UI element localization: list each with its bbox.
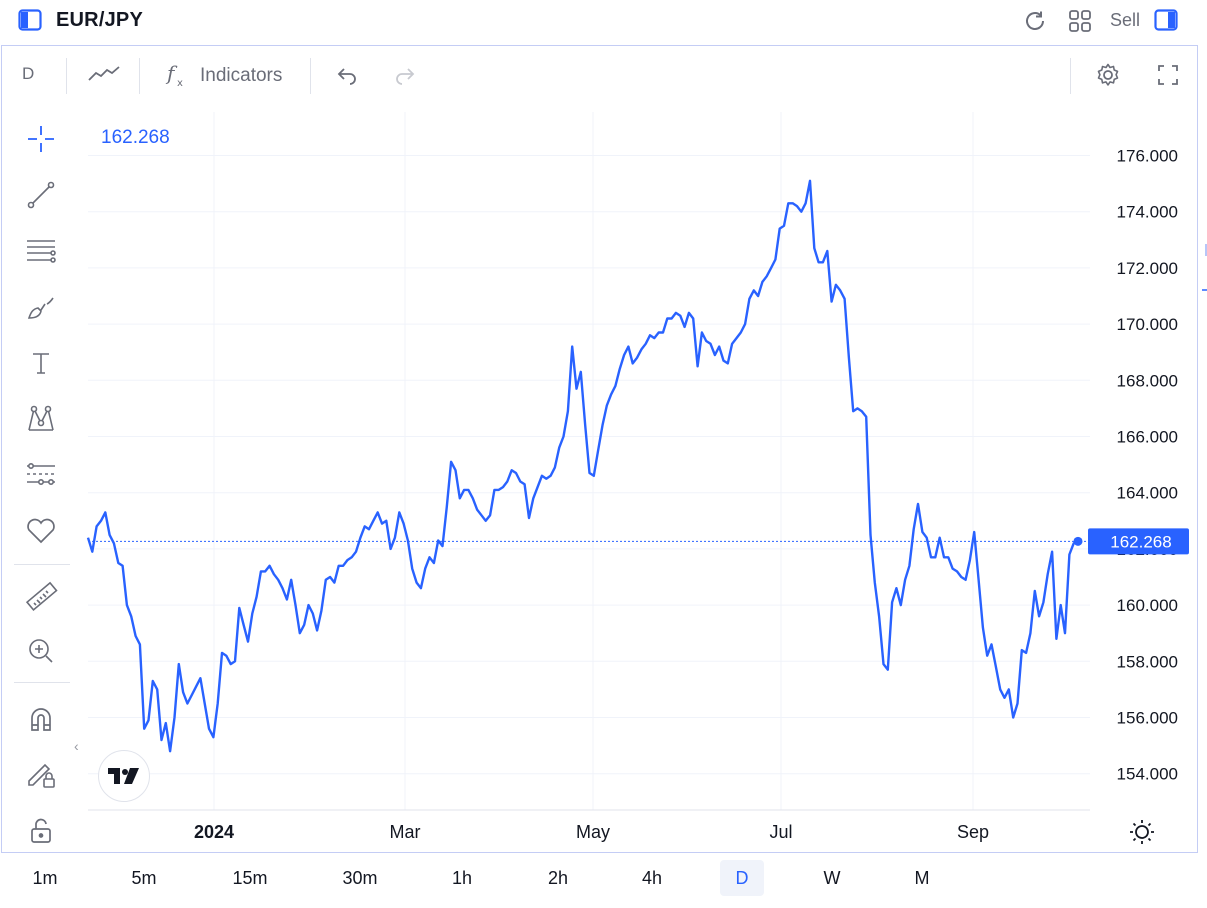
interval-d-button[interactable]: D (720, 860, 764, 896)
ruler-icon[interactable] (24, 580, 58, 614)
redo-icon[interactable] (392, 64, 418, 88)
y-tick-label: 168.000 (1117, 371, 1178, 390)
pattern-icon[interactable] (24, 402, 58, 436)
undo-icon[interactable] (334, 64, 360, 88)
refresh-icon[interactable] (1022, 8, 1048, 34)
layout-grid-icon[interactable] (1067, 8, 1093, 34)
forecast-icon[interactable] (24, 458, 58, 492)
y-tick-label: 172.000 (1117, 259, 1178, 278)
last-price-dot (1073, 536, 1083, 546)
interval-4h-button[interactable]: 4h (641, 867, 663, 888)
x-tick-label: 2024 (194, 822, 234, 842)
toolbar-divider (139, 58, 140, 94)
interval-30m-button[interactable]: 30m (342, 867, 378, 888)
y-tick-label: 164.000 (1117, 484, 1178, 503)
y-tick-label: 170.000 (1117, 315, 1178, 334)
tradingview-logo-icon (108, 768, 139, 784)
interval-selector[interactable]: D (22, 64, 35, 83)
top-header: EUR/JPY Sell (0, 0, 1207, 44)
favorite-icon[interactable] (24, 514, 58, 548)
time-axis: 2024 Mar May Jul Sep (194, 822, 989, 842)
theme-sun-icon[interactable] (1128, 818, 1156, 846)
current-price-label: 162.268 (101, 127, 170, 148)
toolbar-divider (1070, 58, 1071, 94)
interval-m-button[interactable]: M (914, 867, 930, 888)
trend-line-icon[interactable] (24, 178, 58, 212)
last-price-tag[interactable]: 162.268 (1088, 528, 1189, 555)
sell-label[interactable]: Sell (1110, 10, 1141, 30)
interval-5m-button[interactable]: 5m (131, 867, 157, 888)
y-tick-label: 154.000 (1117, 765, 1178, 784)
chart-type-icon[interactable] (86, 60, 122, 88)
last-price-tag-bg (1088, 528, 1189, 555)
toolbar-divider (66, 58, 67, 94)
interval-1h-button[interactable]: 1h (451, 867, 473, 888)
last-price-tag-text: 162.268 (1110, 532, 1171, 551)
x-tick-label: Jul (769, 822, 792, 842)
y-tick-label: 156.000 (1117, 709, 1178, 728)
x-tick-label: May (576, 822, 610, 842)
x-tick-label: Mar (390, 822, 421, 842)
indicators-button[interactable]: Indicators (200, 65, 283, 86)
brush-icon[interactable] (24, 290, 58, 324)
panel-toggle-icon[interactable] (18, 9, 42, 31)
symbol-title[interactable]: EUR/JPY (56, 9, 143, 31)
toolbar-divider (310, 58, 311, 94)
y-tick-label: 158.000 (1117, 652, 1178, 671)
y-tick-label: 176.000 (1117, 147, 1178, 166)
crosshair-icon[interactable] (24, 122, 58, 156)
scroll-edge-marker (1202, 244, 1207, 291)
y-tick-label: 160.000 (1117, 596, 1178, 615)
tradingview-logo[interactable] (98, 750, 150, 802)
price-series-line[interactable] (86, 179, 1079, 753)
chart-frame (1, 45, 1198, 853)
interval-w-button[interactable]: W (823, 867, 841, 888)
lock-drawing-icon[interactable] (24, 756, 58, 790)
svg-text:x: x (177, 78, 183, 89)
collapse-toolbar-arrow-icon[interactable]: ‹ (74, 738, 79, 754)
drawing-toolbar (12, 110, 70, 850)
toolbar-divider (14, 564, 70, 565)
settings-gear-icon[interactable] (1094, 61, 1122, 89)
zoom-in-icon[interactable] (24, 634, 58, 668)
magnet-icon[interactable] (24, 702, 58, 736)
y-tick-label: 166.000 (1117, 428, 1178, 447)
sell-panel-toggle-icon[interactable] (1154, 9, 1178, 31)
interval-bar: 1m 5m 15m 30m 1h 2h 4h D W M (0, 856, 1207, 900)
text-icon[interactable] (24, 346, 58, 380)
x-tick-label: Sep (957, 822, 989, 842)
interval-2h-button[interactable]: 2h (547, 867, 569, 888)
interval-15m-button[interactable]: 15m (232, 867, 268, 888)
fib-lines-icon[interactable] (24, 234, 58, 268)
lock-icon[interactable] (24, 814, 58, 848)
fullscreen-icon[interactable] (1154, 61, 1182, 89)
interval-1m-button[interactable]: 1m (32, 867, 58, 888)
toolbar-divider (14, 682, 70, 683)
y-tick-label: 174.000 (1117, 203, 1178, 222)
